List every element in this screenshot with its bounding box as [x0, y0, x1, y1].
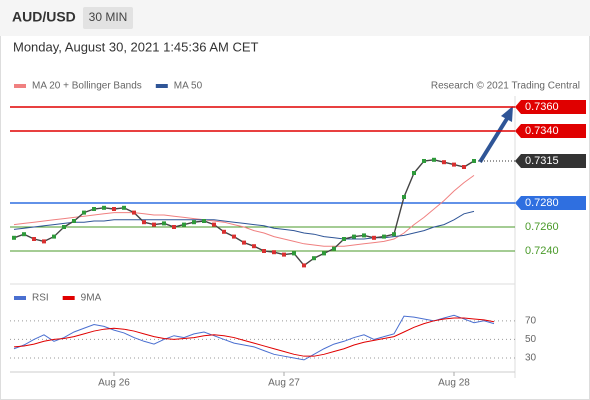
candle	[62, 225, 66, 229]
x-tick-label: Aug 26	[98, 378, 130, 389]
legend-label: MA 50	[174, 81, 203, 92]
series-line	[13, 174, 475, 247]
candle	[202, 219, 206, 223]
candle	[422, 159, 426, 163]
candle	[192, 220, 196, 225]
candle	[232, 234, 236, 239]
candle	[262, 249, 266, 253]
candle	[222, 229, 226, 234]
level-label: 0.7240	[525, 245, 559, 257]
level-box	[515, 124, 586, 138]
candle	[42, 239, 46, 244]
candle	[172, 225, 176, 229]
candle	[462, 165, 466, 169]
series-line	[13, 317, 495, 357]
level-box	[515, 100, 586, 114]
candle	[12, 235, 16, 240]
candle	[402, 195, 406, 199]
level-label: 0.7340	[525, 125, 559, 137]
candle	[182, 222, 186, 227]
candle	[472, 159, 476, 163]
candle	[122, 205, 126, 210]
candle	[332, 246, 336, 251]
level-label: 0.7360	[525, 101, 559, 113]
level-label: 0.7315	[525, 155, 559, 167]
candle	[282, 252, 286, 257]
level-label: 0.7260	[525, 221, 559, 233]
candle	[292, 251, 296, 256]
y-tick-label: 30	[525, 353, 537, 364]
datetime: Monday, August 30, 2021 1:45:36 AM CET	[13, 39, 259, 54]
candle	[392, 232, 396, 237]
candle	[312, 256, 316, 261]
candle	[342, 237, 346, 241]
candle	[162, 221, 166, 226]
series-line	[13, 314, 495, 361]
candle	[452, 162, 456, 167]
candle	[152, 222, 156, 227]
forecast-arrow-head	[501, 106, 513, 122]
x-tick-label: Aug 27	[268, 378, 300, 389]
forecast-arrow	[478, 115, 510, 164]
symbol: AUD/USD	[12, 9, 76, 25]
candle	[212, 222, 216, 227]
candle	[372, 235, 376, 240]
candle	[32, 237, 36, 241]
candle	[132, 210, 136, 215]
level-box	[515, 154, 586, 168]
level-box	[515, 196, 586, 210]
y-tick-label: 50	[525, 334, 537, 345]
candle	[52, 234, 56, 239]
candle	[352, 234, 356, 239]
candle	[432, 157, 436, 162]
candle	[102, 205, 106, 210]
candle	[322, 251, 326, 256]
legend-label: RSI	[32, 293, 49, 304]
legend-label: 9MA	[81, 293, 102, 304]
timeframe: 30 MIN	[89, 10, 128, 24]
timeframe-badge	[83, 7, 133, 29]
credit: Research © 2021 Trading Central	[431, 81, 580, 92]
level-label: 0.7280	[525, 197, 559, 209]
y-tick-label: 70	[525, 315, 537, 326]
series-line	[13, 210, 475, 240]
candle	[92, 207, 96, 211]
candle	[82, 210, 86, 215]
candle	[412, 171, 416, 175]
candle	[382, 234, 386, 239]
candle	[362, 233, 366, 238]
candle	[302, 263, 306, 268]
candle	[252, 244, 256, 249]
x-tick-label: Aug 28	[438, 378, 470, 389]
candle	[242, 240, 246, 245]
candle	[112, 207, 116, 211]
legend-label: MA 20 + Bollinger Bands	[32, 81, 142, 92]
candle	[22, 232, 26, 237]
candle	[442, 160, 446, 165]
candle	[72, 219, 76, 223]
candle	[142, 220, 146, 225]
candle	[272, 250, 276, 255]
